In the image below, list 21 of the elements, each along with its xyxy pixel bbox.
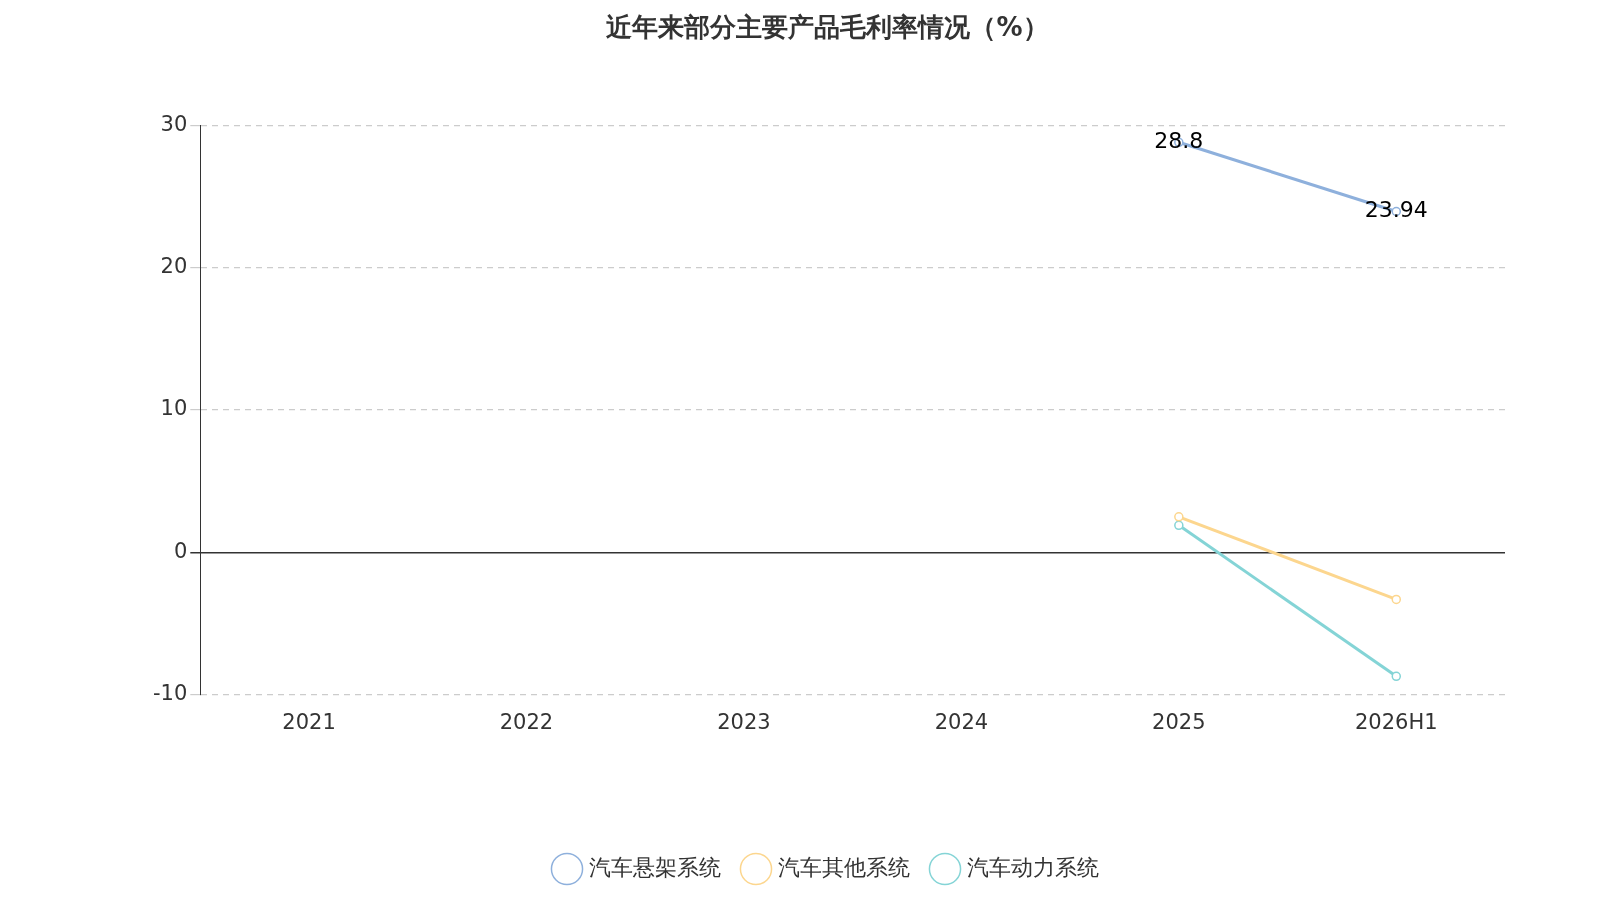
y-tick-label: 10 bbox=[160, 396, 188, 421]
legend-label: 汽车动力系统 bbox=[967, 854, 1099, 880]
point bbox=[1174, 512, 1184, 522]
y-tick-label: 30 bbox=[160, 111, 188, 136]
x-tick-label: 2022 bbox=[499, 709, 554, 734]
x-tick-label: 2021 bbox=[282, 709, 336, 734]
point bbox=[1391, 594, 1402, 605]
data-label: 28.8 bbox=[1154, 128, 1204, 154]
x-tick-label: 2026H1 bbox=[1354, 709, 1438, 734]
point bbox=[1391, 671, 1402, 682]
legend-label: 汽车悬架系统 bbox=[589, 854, 721, 880]
x-tick-label: 2025 bbox=[1152, 709, 1206, 734]
point bbox=[1174, 520, 1184, 531]
y-tick-label: 0 bbox=[173, 538, 188, 563]
y-tick-label: -10 bbox=[152, 681, 188, 706]
legend-label: 汽车其他系统 bbox=[778, 854, 910, 880]
chart-title: 近年来部分主要产品毛利率情况（%） bbox=[606, 12, 1049, 43]
y-tick-label: 20 bbox=[160, 254, 188, 279]
x-tick-label: 2023 bbox=[717, 709, 771, 734]
data-label: 23.94 bbox=[1364, 197, 1428, 223]
x-tick-label: 2024 bbox=[934, 709, 989, 734]
